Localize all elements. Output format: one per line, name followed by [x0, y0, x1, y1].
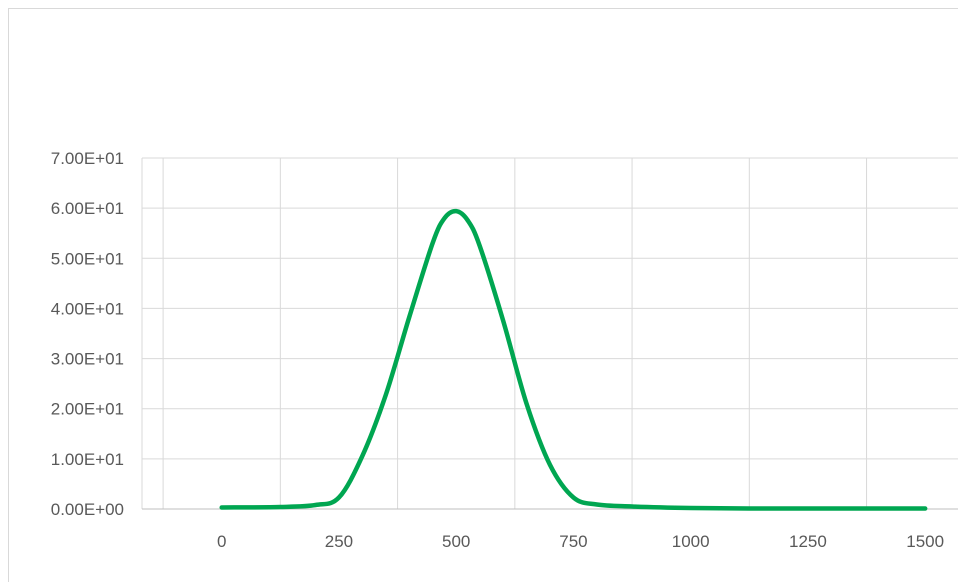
series-group [219, 208, 928, 511]
x-tick-label: 500 [442, 532, 470, 551]
x-tick-label: 1000 [672, 532, 710, 551]
x-tick-label: 1250 [789, 532, 827, 551]
x-tick-label: 0 [217, 532, 226, 551]
y-tick-label: 2.00E+01 [51, 400, 124, 419]
y-tick-label: 4.00E+01 [51, 299, 124, 318]
vertical-gridlines [141, 158, 868, 509]
chart-frame [8, 8, 958, 582]
series-line [219, 208, 928, 511]
y-tick-label: 6.00E+01 [51, 199, 124, 218]
x-axis-tick-labels: 0 250 500 750 1000 1250 1500 [217, 532, 944, 551]
x-tick-label: 250 [325, 532, 353, 551]
y-tick-label: 7.00E+01 [51, 149, 124, 168]
horizontal-gridlines [142, 157, 958, 460]
x-tick-label: 750 [559, 532, 587, 551]
y-tick-label: 0.00E+00 [51, 500, 124, 519]
y-tick-label: 3.00E+01 [51, 350, 124, 369]
y-axis-tick-labels: 0.00E+00 1.00E+01 2.00E+01 3.00E+01 4.00E+01… [51, 149, 124, 519]
y-tick-label: 1.00E+01 [51, 450, 124, 469]
y-tick-label: 5.00E+01 [51, 249, 124, 268]
x-tick-label: 1500 [906, 532, 944, 551]
